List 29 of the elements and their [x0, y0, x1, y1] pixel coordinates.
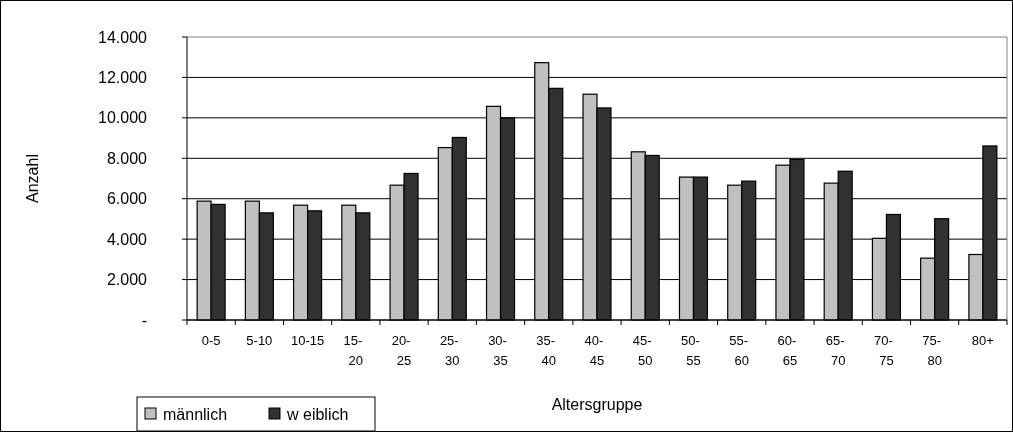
x-tick-label: 25- 30: [439, 333, 460, 368]
x-tick-label: 40- 45: [584, 333, 605, 368]
x-tick-label: 70- 75: [874, 333, 894, 368]
x-tick-label: 0-5: [201, 333, 221, 348]
y-tick-label: 8.000: [106, 149, 148, 167]
legend-label: männlich: [163, 405, 228, 423]
y-axis-title: Anzahl: [24, 154, 41, 203]
x-tick-label: 50- 55: [681, 333, 701, 368]
x-tick-label: 15- 20: [343, 333, 364, 368]
x-axis-title: Altersgruppe: [551, 396, 643, 413]
x-tick-label: 75- 80: [922, 333, 942, 368]
legend-label: w eiblich: [286, 405, 349, 423]
y-tick-label: 4.000: [106, 230, 148, 248]
y-tick-label: 6.000: [106, 190, 148, 208]
y-tick-label: 10.000: [98, 109, 148, 127]
x-tick-label: 55- 60: [729, 333, 749, 368]
y-tick-label: 12.000: [98, 69, 148, 87]
y-tick-label: 14.000: [98, 28, 148, 46]
x-tick-label: 45- 50: [632, 333, 653, 368]
y-tick-label: 2.000: [106, 271, 148, 289]
x-tick-label: 20- 25: [391, 333, 412, 368]
x-tick-label: 65- 70: [825, 333, 846, 368]
x-tick-label: 10-15: [290, 333, 325, 348]
x-tick-label: 35- 40: [536, 333, 556, 368]
y-tick-label: -: [141, 311, 147, 329]
x-tick-label: 5-10: [246, 333, 273, 348]
x-tick-label: 80+: [971, 333, 994, 348]
x-tick-label: 60- 65: [777, 333, 798, 368]
x-tick-label: 30- 35: [488, 333, 508, 368]
